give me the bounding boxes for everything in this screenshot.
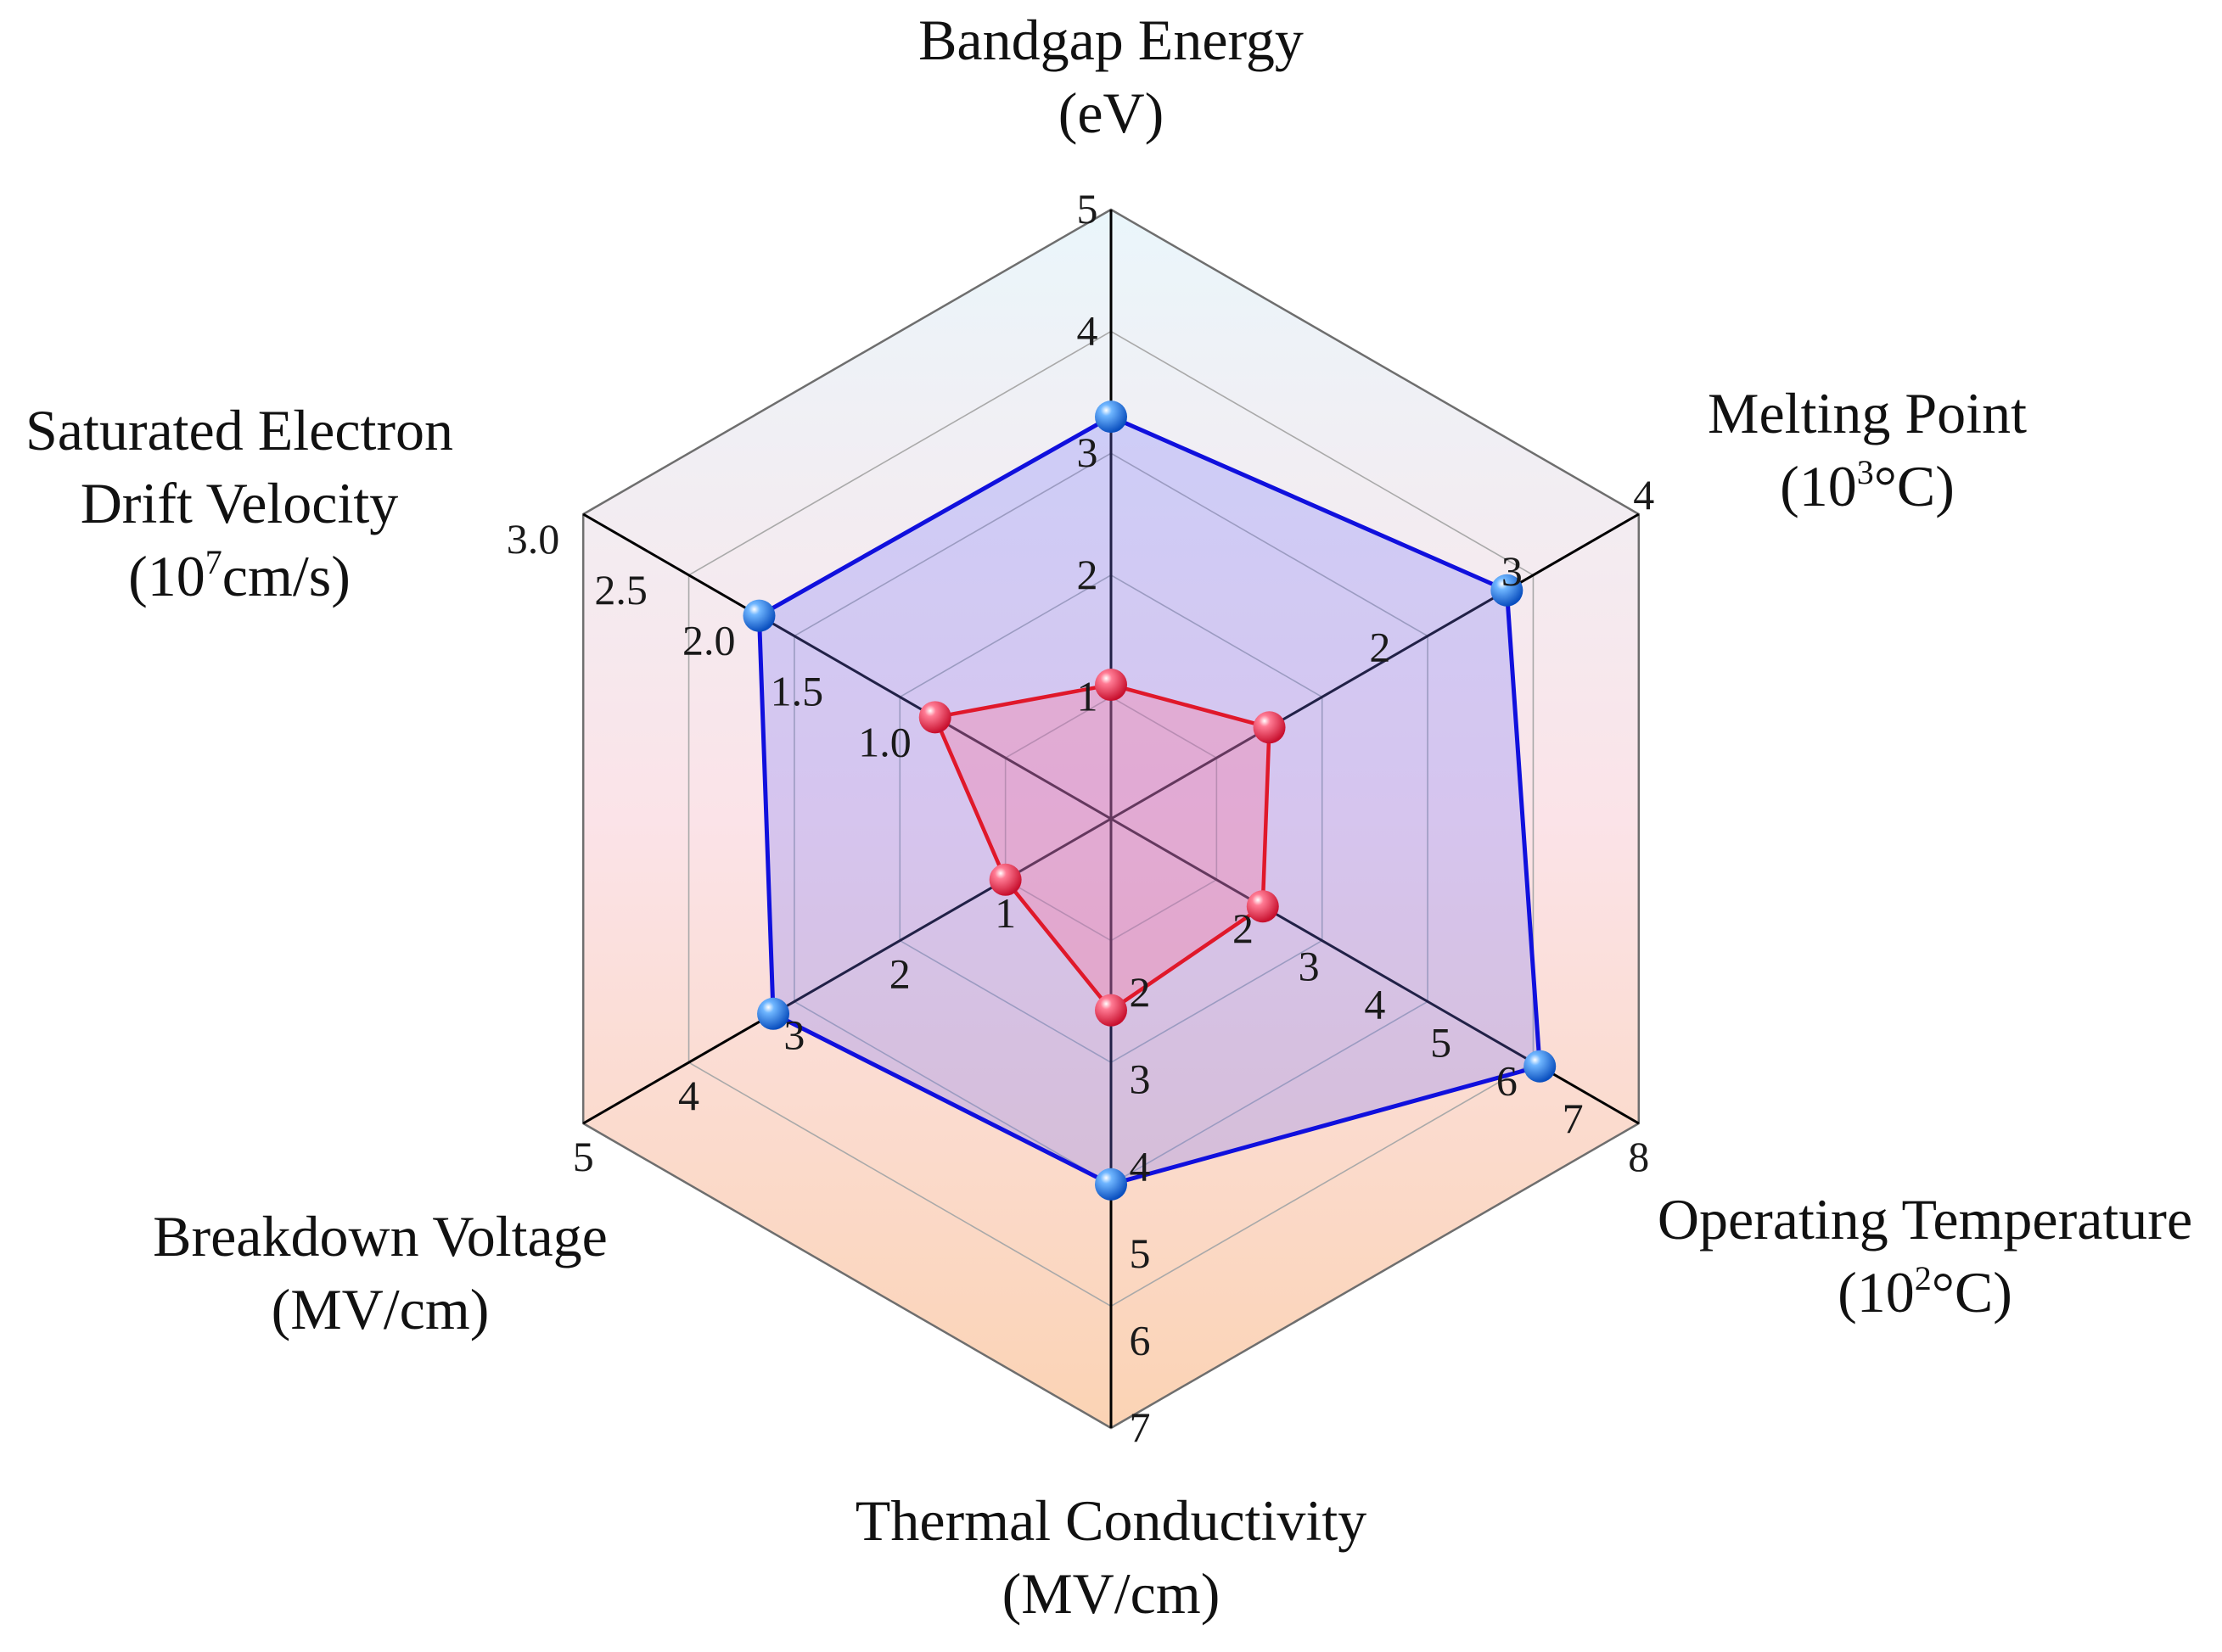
axis-line	[582, 817, 1112, 1125]
tick-label: 1	[995, 889, 1016, 937]
tick-label: 2	[889, 950, 911, 998]
data-point	[757, 997, 790, 1030]
data-point	[1253, 711, 1286, 744]
axis-title-line: (MV/cm)	[1002, 1561, 1220, 1626]
data-point	[743, 599, 776, 632]
data-point	[1523, 1050, 1557, 1083]
tick-label: 5	[1130, 1229, 1151, 1277]
data-point	[1095, 400, 1127, 434]
axis-ticks: 123452342345678234567123451.01.52.02.53.…	[507, 185, 1655, 1451]
axis-title-line: (107cm/s)	[128, 543, 351, 608]
tick-label: 4	[1633, 471, 1654, 518]
axis-title-line: Thermal Conductivity	[856, 1488, 1366, 1553]
tick-label: 4	[1364, 981, 1385, 1028]
tick-label: 3	[1077, 428, 1098, 476]
tick-label: 1.0	[858, 718, 912, 765]
tick-label: 8	[1628, 1133, 1649, 1180]
axis-title-line: (eV)	[1058, 81, 1164, 145]
tick-label: 2	[1232, 904, 1254, 952]
axis-title-line: Operating Temperature	[1658, 1187, 2192, 1252]
tick-label: 5	[573, 1133, 594, 1180]
tick-label: 2.0	[682, 617, 736, 664]
tick-label: 3	[1130, 1056, 1151, 1103]
tick-label: 5	[1430, 1018, 1451, 1066]
data-point	[1246, 890, 1279, 923]
tick-label: 6	[1130, 1316, 1151, 1364]
axis-title: Saturated Electron Drift Velocity (107cm/s…	[25, 398, 453, 608]
axis-title-line: Melting Point	[1708, 381, 2027, 445]
data-point	[1095, 669, 1127, 702]
axis-title-line: Breakdown Voltage	[153, 1204, 608, 1268]
tick-label: 2	[1369, 624, 1390, 671]
tick-label: 4	[678, 1072, 699, 1119]
tick-label: 7	[1130, 1403, 1151, 1451]
tick-label: 1.5	[771, 668, 824, 715]
axis-title: Thermal Conductivity (MV/cm)	[856, 1488, 1366, 1626]
tick-label: 3	[1299, 943, 1320, 990]
tick-label: 2.5	[594, 566, 648, 613]
axis-titles: Bandgap Energy (eV) Melting Point (103°C) Op…	[25, 8, 2192, 1626]
tick-label: 5	[1077, 185, 1098, 232]
tick-label: 6	[1496, 1056, 1518, 1104]
tick-label: 2	[1130, 968, 1151, 1016]
tick-label: 7	[1563, 1095, 1584, 1142]
axis-title-line: (102°C)	[1838, 1259, 2012, 1324]
axis-title: Bandgap Energy (eV)	[918, 8, 1304, 145]
data-point	[1095, 1168, 1127, 1201]
data-point	[1490, 574, 1523, 607]
axis-title-line: Bandgap Energy	[918, 8, 1304, 72]
tick-label: 3	[783, 1011, 805, 1058]
tick-label: 1	[1077, 672, 1098, 720]
series-area	[759, 417, 1540, 1184]
axis-line	[582, 512, 1112, 820]
series-area	[934, 685, 1270, 1011]
tick-label: 2	[1077, 551, 1098, 598]
tick-label: 3.0	[507, 515, 560, 563]
tick-label: 4	[1077, 307, 1098, 355]
axis-title-line: Drift Velocity	[81, 471, 399, 535]
radar-series	[743, 400, 1557, 1201]
axis-title-line: Saturated Electron	[25, 398, 453, 462]
axis-title: Melting Point (103°C)	[1708, 381, 2027, 518]
data-point	[918, 701, 951, 734]
data-point	[989, 863, 1022, 896]
axis-line	[1110, 512, 1640, 820]
tick-label: 4	[1130, 1142, 1151, 1190]
axis-title: Breakdown Voltage (MV/cm)	[153, 1204, 608, 1341]
axis-title: Operating Temperature (102°C)	[1658, 1187, 2192, 1324]
data-point	[1095, 994, 1127, 1027]
radar-grid	[581, 208, 1641, 1430]
axis-title-line: (103°C)	[1780, 453, 1955, 518]
axis-title-line: (MV/cm)	[272, 1277, 490, 1341]
tick-label: 3	[1501, 547, 1523, 595]
